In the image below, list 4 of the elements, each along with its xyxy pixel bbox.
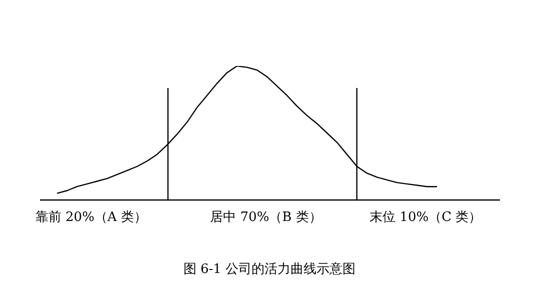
text: 末位 10%（C 类） — [370, 209, 482, 226]
text: 靠前 20%（A 类） — [35, 209, 147, 226]
text: 居中 70%（B 类） — [210, 209, 322, 226]
text: 图 6-1 公司的活力曲线示意图 — [182, 261, 357, 278]
